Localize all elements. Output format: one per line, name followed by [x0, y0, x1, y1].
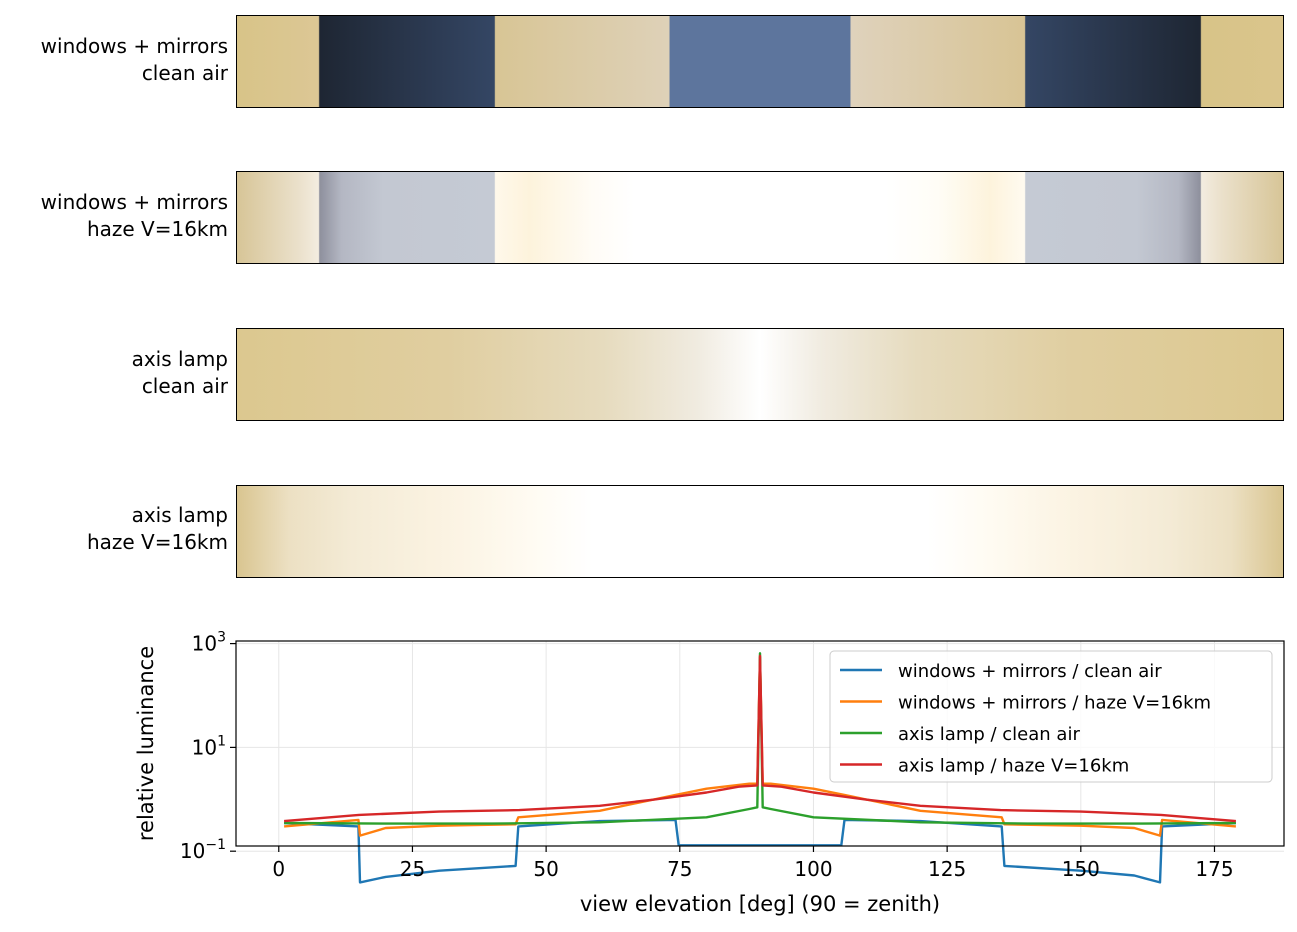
legend-box: [829, 650, 1273, 783]
x-tick-label: 50: [533, 857, 558, 881]
series-line-1: [284, 818, 1236, 884]
strip-label-4: axis lamp haze V=16km: [0, 502, 228, 556]
sky-strip-windows-clean: [236, 15, 1284, 108]
strip-label-1-line2: clean air: [141, 61, 228, 85]
plot-frame: [235, 640, 1285, 847]
x-axis-label: view elevation [deg] (90 = zenith): [580, 892, 940, 916]
legend: windows + mirrors / clean air windows + m…: [829, 650, 1273, 783]
strip-label-2-line2: haze V=16km: [86, 217, 228, 241]
strip-label-3-line2: clean air: [141, 374, 228, 398]
y-axis-label: relative luminance: [134, 646, 158, 841]
legend-entry: windows + mirrors / clean air: [898, 661, 1162, 682]
x-tick-label: 150: [1062, 857, 1100, 881]
x-tick-label: 25: [400, 857, 425, 881]
sky-strip-lamp-haze: [236, 485, 1284, 578]
strip-label-4-line2: haze V=16km: [86, 530, 228, 554]
sky-strip-windows-haze: [236, 171, 1284, 264]
strip-label-3-line1: axis lamp: [131, 347, 228, 371]
strip-label-1: windows + mirrors clean air: [0, 33, 228, 87]
x-tick-label: 0: [272, 857, 285, 881]
sky-strip-lamp-clean: [236, 328, 1284, 421]
legend-entry: axis lamp / clean air: [898, 724, 1080, 745]
strip-label-3: axis lamp clean air: [0, 346, 228, 400]
x-tick-label: 100: [794, 857, 832, 881]
series-line-4: [284, 654, 1236, 823]
x-tick-label: 175: [1195, 857, 1233, 881]
axis-ticks: 0 25 50 75 100 125 150 175 103 101 10−1: [180, 630, 1234, 881]
strip-label-4-line1: axis lamp: [131, 503, 228, 527]
strip-label-2: windows + mirrors haze V=16km: [0, 189, 228, 243]
strip-label-1-line1: windows + mirrors: [40, 34, 228, 58]
y-tick-label: 101: [192, 733, 226, 759]
series-lines: [283, 652, 1237, 884]
legend-entry: axis lamp / haze V=16km: [898, 756, 1129, 777]
y-tick-label: 10−1: [180, 837, 226, 863]
strip-label-2-line1: windows + mirrors: [40, 190, 228, 214]
x-tick-label: 75: [667, 857, 692, 881]
series-line-3: [284, 652, 1236, 825]
legend-entry: windows + mirrors / haze V=16km: [898, 693, 1211, 714]
x-tick-label: 125: [928, 857, 966, 881]
y-tick-label: 103: [192, 630, 226, 656]
